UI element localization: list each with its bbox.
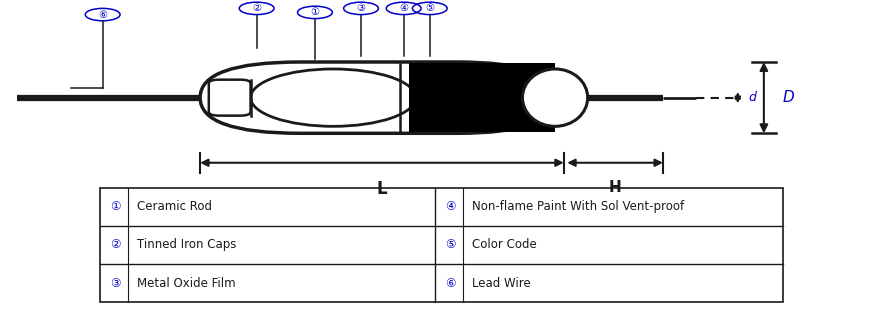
Text: Tinned Iron Caps: Tinned Iron Caps <box>136 238 235 251</box>
Text: d: d <box>747 91 755 104</box>
Text: D: D <box>782 90 794 105</box>
Ellipse shape <box>250 69 415 126</box>
Text: ⑤: ⑤ <box>425 3 434 13</box>
Text: Non-flame Paint With Sol Vent-proof: Non-flame Paint With Sol Vent-proof <box>471 200 683 213</box>
Text: L: L <box>376 180 387 198</box>
Text: H: H <box>608 180 620 195</box>
Text: ①: ① <box>310 7 319 17</box>
Bar <box>100 188 782 302</box>
Text: ②: ② <box>110 238 121 251</box>
Bar <box>408 63 554 132</box>
Text: Lead Wire: Lead Wire <box>471 277 530 290</box>
Text: ②: ② <box>252 3 261 13</box>
Text: ④: ④ <box>445 200 455 213</box>
Text: ⑥: ⑥ <box>98 10 107 20</box>
Text: ①: ① <box>110 200 121 213</box>
Text: ③: ③ <box>356 3 365 13</box>
Text: Color Code: Color Code <box>471 238 535 251</box>
Text: ⑤: ⑤ <box>445 238 455 251</box>
FancyBboxPatch shape <box>200 62 556 133</box>
Ellipse shape <box>521 69 587 126</box>
Text: Metal Oxide Film: Metal Oxide Film <box>136 277 235 290</box>
Text: ⑥: ⑥ <box>445 277 455 290</box>
Text: ③: ③ <box>110 277 121 290</box>
Text: Ceramic Rod: Ceramic Rod <box>136 200 211 213</box>
FancyBboxPatch shape <box>209 80 250 116</box>
Text: ④: ④ <box>399 3 408 13</box>
